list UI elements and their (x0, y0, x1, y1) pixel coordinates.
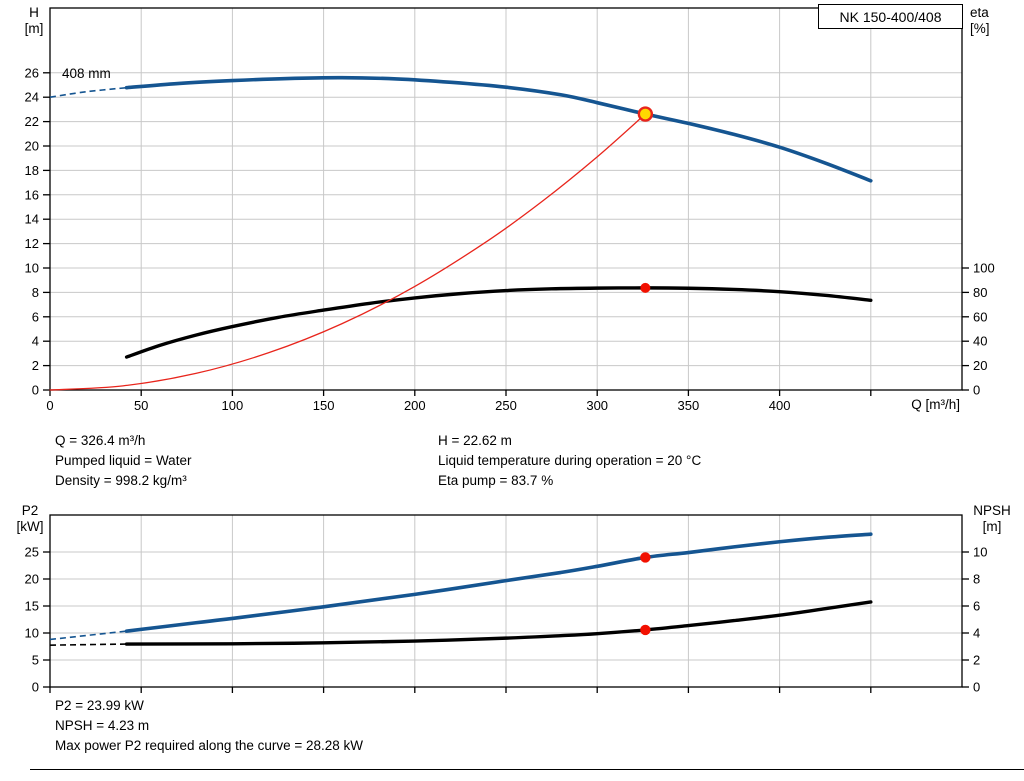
left-tick-label: 0 (32, 680, 39, 695)
left-tick-label: 16 (25, 187, 39, 202)
impeller-diameter-label: 408 mm (62, 66, 111, 81)
readout-liquid-temperature: Liquid temperature during operation = 20… (438, 453, 702, 468)
left-tick-label: 6 (32, 309, 39, 324)
pump-model-label: NK 150-400/408 (839, 8, 942, 25)
eta-axis-label-name: eta (970, 5, 989, 20)
x-tick-label: 400 (769, 398, 791, 413)
left-tick-label: 0 (32, 383, 39, 398)
npsh-axis-label-unit: [m] (982, 519, 1002, 534)
x-tick-label: 250 (495, 398, 517, 413)
x-tick-label: 50 (134, 398, 148, 413)
npsh-curve (124, 600, 873, 646)
readout-eta-pump: Eta pump = 83.7 % (438, 473, 554, 488)
right-tick-label: 8 (973, 572, 980, 587)
right-tick-label: 100 (973, 261, 995, 276)
x-tick-label: 200 (404, 398, 426, 413)
efficiency-point-marker (640, 282, 651, 293)
readout-pumped-liquid: Pumped liquid = Water (55, 453, 192, 468)
readout-max-power: Max power P2 required along the curve = … (55, 738, 364, 753)
readout-density: Density = 998.2 kg/m³ (55, 473, 187, 488)
right-tick-label: 20 (973, 358, 987, 373)
left-tick-label: 5 (32, 653, 39, 668)
right-tick-label: 60 (973, 309, 987, 324)
x-tick-label: 350 (678, 398, 700, 413)
readout-npsh: NPSH = 4.23 m (55, 718, 150, 733)
left-tick-label: 18 (25, 163, 39, 178)
p2-curve-dashed-lead (49, 630, 127, 641)
left-tick-label: 25 (25, 545, 39, 560)
x-tick-label: 100 (222, 398, 244, 413)
readout-head: H = 22.62 m (438, 433, 512, 448)
right-tick-label: 6 (973, 599, 980, 614)
left-tick-label: 4 (32, 334, 39, 349)
x-tick-label: 300 (586, 398, 608, 413)
efficiency-curve (124, 286, 873, 359)
readout-p2: P2 = 23.99 kW (55, 698, 144, 713)
npsh-axis-label-name: NPSH (973, 503, 1011, 518)
x-tick-label: 0 (46, 398, 53, 413)
duty-point-marker[interactable] (637, 106, 654, 122)
eta-axis-label-unit: [%] (970, 21, 990, 36)
right-tick-label: 80 (973, 285, 987, 300)
left-tick-label: 20 (25, 139, 39, 154)
left-tick-label: 24 (25, 90, 39, 105)
p2-axis-label: P2 [kW] (8, 503, 52, 535)
right-tick-label: 10 (973, 545, 987, 560)
p2-curve (124, 532, 873, 633)
left-tick-label: 10 (25, 626, 39, 641)
p2-npsh-chart: 0 5 10 15 20 25 0 2 4 6 8 10 (25, 514, 987, 695)
left-tick-label: 20 (25, 572, 39, 587)
left-tick-label: 2 (32, 358, 39, 373)
q-axis-label: Q [m³/h] (911, 397, 960, 412)
x-tick-label: 150 (313, 398, 335, 413)
left-tick-label: 26 (25, 65, 39, 80)
right-tick-label: 0 (973, 383, 980, 398)
left-tick-label: 22 (25, 114, 39, 129)
head-curve-dashed-lead (49, 86, 127, 98)
right-tick-label: 2 (973, 653, 980, 668)
left-tick-label: 12 (25, 236, 39, 251)
npsh-axis-label: NPSH [m] (964, 503, 1020, 535)
left-tick-label: 8 (32, 285, 39, 300)
right-tick-label: 40 (973, 334, 987, 349)
footer-divider (30, 769, 1024, 770)
head-curve (124, 75, 873, 183)
npsh-curve-dashed-lead (49, 643, 127, 646)
system-curve (49, 113, 647, 391)
npsh-point-marker (640, 624, 651, 636)
h-axis-label-unit: [m] (24, 21, 44, 36)
pump-model-box: NK 150-400/408 (818, 4, 963, 29)
right-tick-label: 0 (973, 680, 980, 695)
p2-axis-label-name: P2 (21, 503, 39, 518)
right-tick-label: 4 (973, 626, 980, 641)
eta-axis-label: eta [%] (970, 5, 1018, 37)
h-axis-label-name: H (29, 5, 39, 20)
h-axis-label: H [m] (14, 5, 54, 37)
p2-point-marker (640, 552, 651, 563)
left-tick-label: 15 (25, 599, 39, 614)
readout-flow: Q = 326.4 m³/h (55, 433, 146, 448)
left-tick-label: 14 (25, 212, 39, 227)
p2-axis-label-unit: [kW] (16, 519, 44, 534)
left-tick-label: 10 (25, 261, 39, 276)
